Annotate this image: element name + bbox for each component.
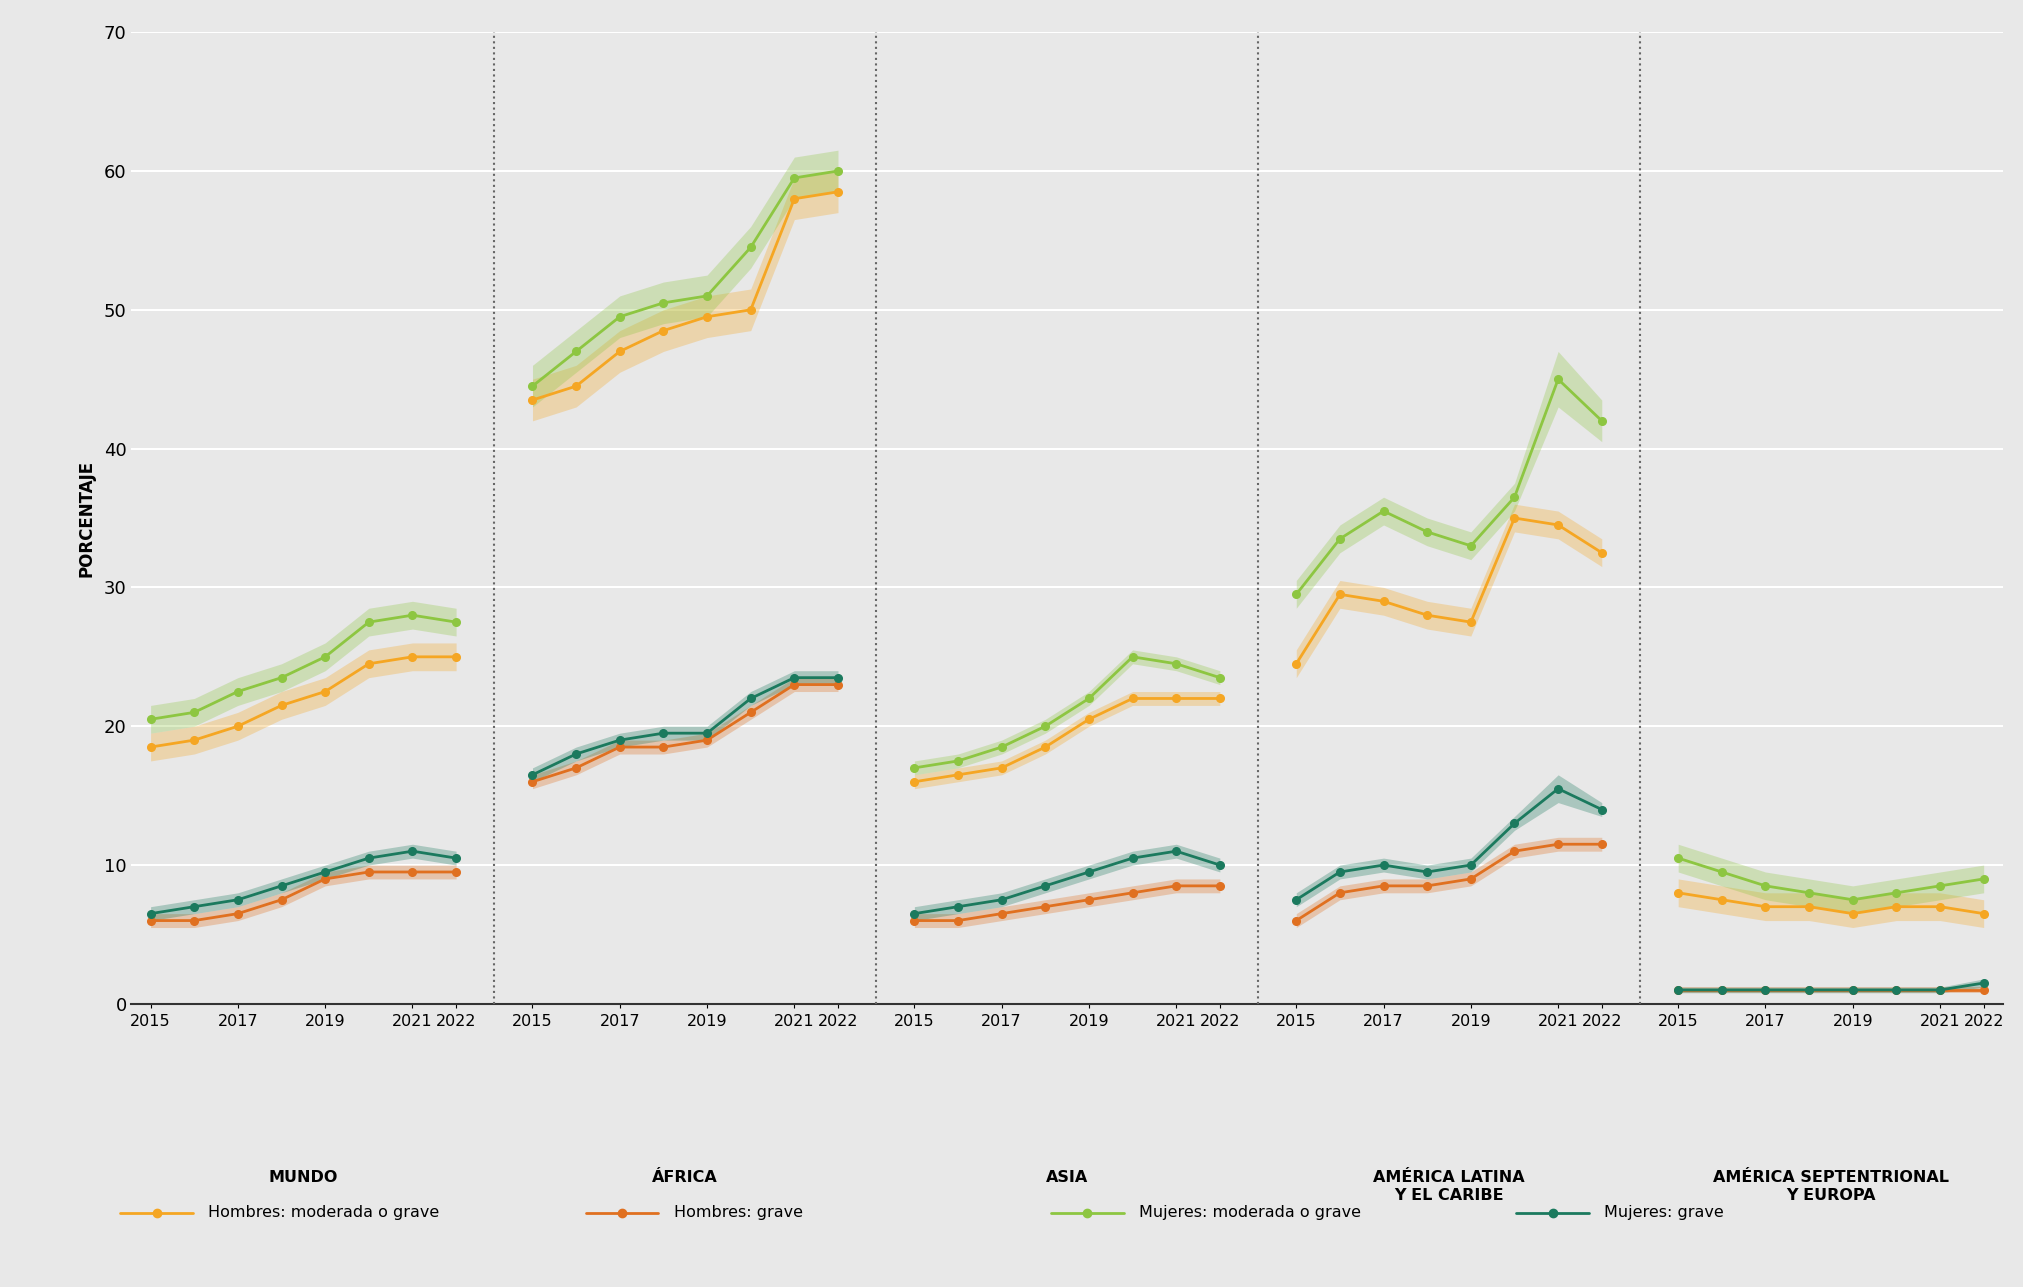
Text: Hombres: grave: Hombres: grave (674, 1205, 803, 1220)
Text: Mujeres: moderada o grave: Mujeres: moderada o grave (1139, 1205, 1361, 1220)
Text: Mujeres: grave: Mujeres: grave (1604, 1205, 1724, 1220)
Text: ASIA: ASIA (1046, 1170, 1088, 1185)
Y-axis label: PORCENTAJE: PORCENTAJE (77, 459, 95, 577)
Text: AMÉRICA LATINA
Y EL CARIBE: AMÉRICA LATINA Y EL CARIBE (1374, 1170, 1525, 1203)
Text: ÁFRICA: ÁFRICA (651, 1170, 718, 1185)
Text: MUNDO: MUNDO (269, 1170, 338, 1185)
Text: AMÉRICA SEPTENTRIONAL
Y EUROPA: AMÉRICA SEPTENTRIONAL Y EUROPA (1713, 1170, 1948, 1203)
Text: Hombres: moderada o grave: Hombres: moderada o grave (208, 1205, 439, 1220)
